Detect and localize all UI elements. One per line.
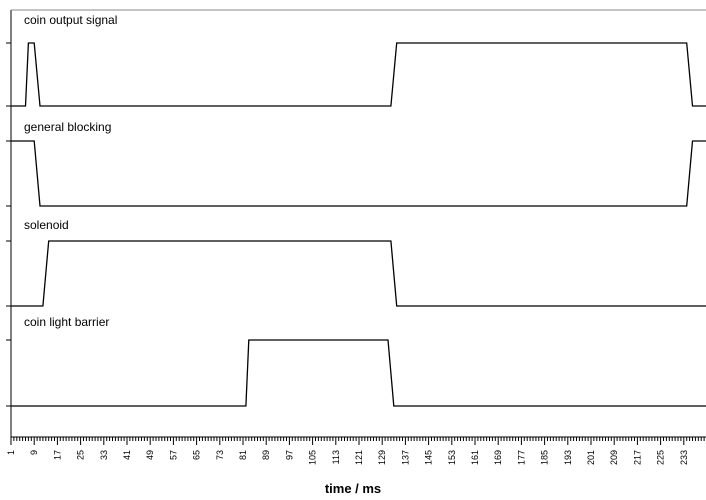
x-tick-label: 225 xyxy=(656,450,666,465)
x-tick-label: 233 xyxy=(679,450,689,465)
series-label: coin output signal xyxy=(24,13,117,27)
x-tick-label: 137 xyxy=(400,450,410,465)
x-tick-label: 9 xyxy=(29,450,39,455)
x-tick-label: 97 xyxy=(284,450,294,460)
x-axis-title: time / ms xyxy=(324,481,382,496)
x-tick-label: 161 xyxy=(470,450,480,465)
x-tick-label: 201 xyxy=(586,450,596,465)
x-tick-label: 33 xyxy=(99,450,109,460)
x-tick-label: 177 xyxy=(516,450,526,465)
series-label: solenoid xyxy=(24,218,69,232)
series-labels: coin output signal general blocking soleno… xyxy=(24,13,117,329)
series-label: coin light barrier xyxy=(24,315,109,329)
x-tick-label: 169 xyxy=(493,450,503,465)
x-tick-label: 113 xyxy=(331,450,341,464)
x-tick-label: 89 xyxy=(261,450,271,460)
x-axis: 1 9 17 25 33 41 49 57 65 73 81 89 97 105 113 121 129 137 1… xyxy=(6,437,705,465)
plot-frame xyxy=(6,9,706,438)
series-line-1 xyxy=(11,42,706,107)
series-line-2 xyxy=(11,140,706,207)
x-tick-label: 41 xyxy=(122,450,132,460)
x-tick-label: 121 xyxy=(354,450,364,465)
x-tick-label: 1 xyxy=(6,450,16,455)
series-label: general blocking xyxy=(24,120,111,134)
x-tick-label: 49 xyxy=(145,450,155,460)
x-tick-label: 185 xyxy=(540,450,550,465)
x-tick-label: 17 xyxy=(52,450,62,460)
x-tick-label: 81 xyxy=(238,450,248,460)
x-tick-label: 25 xyxy=(76,450,86,460)
x-tick-label: 73 xyxy=(215,450,225,460)
x-tick-label: 105 xyxy=(308,450,318,465)
x-tick-label: 217 xyxy=(632,450,642,465)
x-tick-label: 153 xyxy=(447,450,457,465)
x-tick-label: 193 xyxy=(563,450,573,465)
x-tick-label: 57 xyxy=(168,450,178,460)
x-tick-label: 129 xyxy=(377,450,387,465)
series-line-4 xyxy=(11,339,706,407)
series-layer xyxy=(11,42,706,407)
series-line-3 xyxy=(11,240,706,307)
x-tick-label: 209 xyxy=(609,450,619,465)
x-tick-label: 65 xyxy=(192,450,202,460)
x-tick-label: 145 xyxy=(424,450,434,465)
